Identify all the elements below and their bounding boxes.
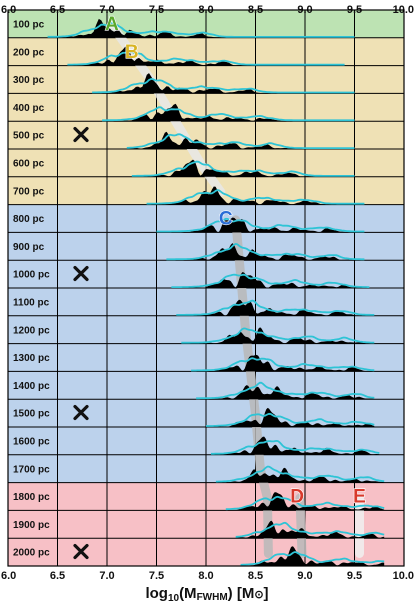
row-label: 900 pc	[13, 242, 45, 253]
density-line	[166, 242, 365, 261]
row-label: 1600 pc	[13, 437, 50, 448]
density-line	[126, 133, 355, 149]
density-area	[215, 467, 385, 483]
x-axis-label-sub: 10	[168, 593, 180, 604]
density-area	[126, 131, 355, 149]
row-label: 1800 pc	[13, 492, 50, 503]
row-label: 1000 pc	[13, 270, 50, 281]
row-label: 1500 pc	[13, 409, 50, 420]
density-line	[225, 495, 385, 511]
density-area	[102, 103, 355, 122]
density-line	[131, 160, 355, 177]
x-tick-label: 6.0	[1, 570, 16, 582]
density-line	[191, 357, 375, 372]
density-line	[171, 273, 370, 288]
row-label: 700 pc	[13, 186, 45, 197]
density-line	[92, 77, 355, 94]
density-area	[211, 436, 380, 455]
annotation-c: C	[219, 209, 233, 230]
x-tick-label: 7.5	[149, 570, 164, 582]
density-area	[92, 73, 355, 94]
row-label: 1300 pc	[13, 353, 50, 364]
density-line	[146, 189, 365, 205]
density-line	[67, 50, 345, 66]
row-label: 100 pc	[13, 20, 45, 31]
density-line	[206, 412, 375, 427]
row-label: 300 pc	[13, 75, 45, 86]
cross-marker	[73, 543, 89, 560]
density-line	[102, 106, 355, 122]
density-area	[240, 546, 385, 566]
row-label: 1700 pc	[13, 464, 50, 475]
row-label: 1400 pc	[13, 381, 50, 392]
cross-marker	[73, 126, 89, 143]
density-area	[67, 46, 345, 66]
density-line	[156, 217, 365, 233]
peak-track	[295, 493, 307, 558]
row-label: 1200 pc	[13, 325, 50, 336]
row-label: 200 pc	[13, 47, 45, 58]
x-axis-label-sun: ⊙	[254, 589, 263, 601]
density-area	[171, 272, 370, 288]
density-line	[215, 465, 385, 483]
annotation-b: B	[125, 42, 139, 63]
density-line	[176, 299, 375, 316]
density-line	[181, 327, 375, 344]
density-area	[131, 159, 355, 177]
x-tick-label: 9.0	[297, 570, 312, 582]
density-area	[225, 492, 385, 511]
x-tick-labels: 6.06.06.56.57.07.07.57.58.08.08.58.59.09…	[1, 4, 414, 582]
ridge-curves	[47, 18, 385, 566]
row-labels: 100 pc 200 pc 300 pc 400 pc 500 pc 600 pc 700 …	[13, 20, 50, 559]
x-axis-label-end: ]	[264, 585, 269, 602]
cross-marker	[73, 404, 89, 421]
x-tick-label: 8.0	[198, 570, 213, 582]
row-label: 2000 pc	[13, 548, 50, 559]
density-area	[176, 299, 375, 316]
density-area	[156, 217, 365, 233]
annotation-e: E	[353, 487, 366, 508]
peak-annotations: AB C D E	[104, 13, 366, 508]
x-axis-label-fwhm: FWHM	[197, 592, 228, 603]
density-area	[196, 385, 375, 400]
row-label: 400 pc	[13, 103, 45, 114]
density-line	[240, 551, 385, 566]
cross-markers	[73, 126, 89, 560]
cross-marker	[73, 265, 89, 282]
x-axis-label-close: ) [M	[228, 585, 255, 602]
row-label: 600 pc	[13, 159, 45, 170]
density-area	[181, 327, 375, 344]
peak-track	[107, 20, 226, 197]
density-area	[206, 407, 375, 427]
x-tick-label: 9.5	[347, 570, 362, 582]
x-axis-label-main: log	[145, 585, 168, 602]
density-area	[191, 354, 375, 372]
density-line	[196, 381, 375, 400]
density-area	[166, 243, 365, 261]
density-line	[211, 439, 380, 455]
row-label: 800 pc	[13, 214, 45, 225]
x-tick-label: 6.5	[50, 570, 65, 582]
row-label: 500 pc	[13, 131, 45, 142]
row-label: 1100 pc	[13, 298, 50, 309]
x-axis-label-paren: (M	[179, 585, 197, 602]
x-tick-label: 8.5	[248, 570, 263, 582]
plot-frame	[7, 9, 405, 567]
density-area	[146, 186, 365, 205]
x-tick-label: 10.0	[393, 570, 414, 582]
density-line	[235, 521, 385, 538]
annotation-d: D	[290, 487, 304, 508]
density-area	[47, 18, 355, 38]
x-axis-label: log10(MFWHM) [M⊙]	[145, 585, 268, 604]
row-label: 1900 pc	[13, 520, 50, 531]
density-line	[47, 22, 355, 38]
annotation-a: A	[105, 14, 119, 35]
x-tick-label: 7.0	[99, 570, 114, 582]
